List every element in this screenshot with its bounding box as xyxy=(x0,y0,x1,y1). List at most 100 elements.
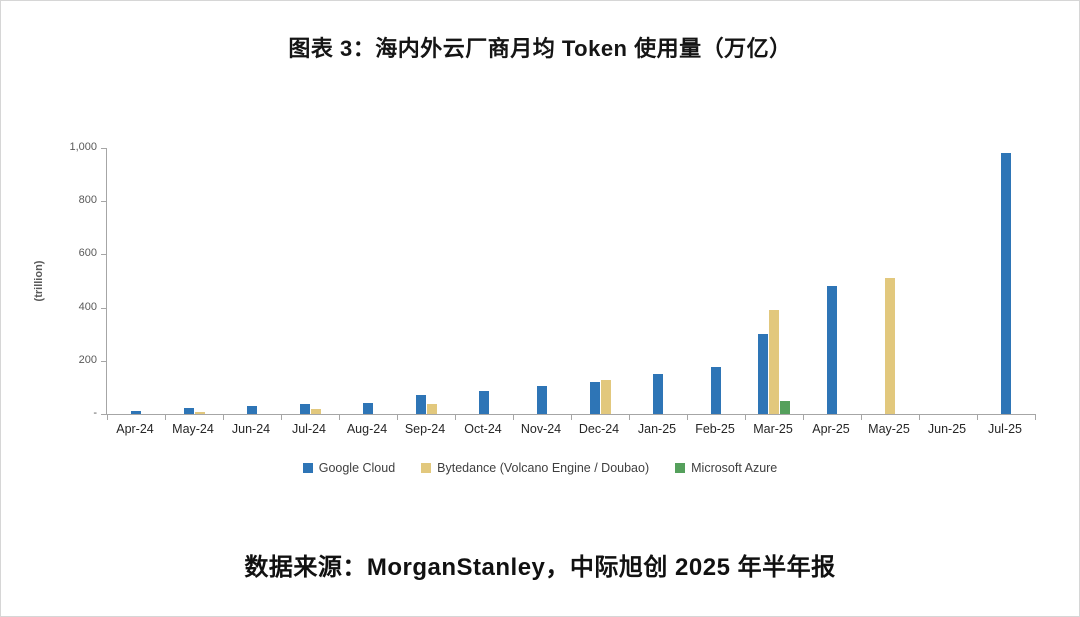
x-tick-label: Aug-24 xyxy=(346,422,388,436)
x-tick-label: Mar-25 xyxy=(753,422,793,436)
y-tick-mark xyxy=(101,307,107,309)
bar-group-sep-24 xyxy=(397,148,455,414)
bar-google-jul-24 xyxy=(299,403,310,414)
bar-bytedance-sep-24 xyxy=(426,403,437,414)
bar-bytedance-may-25 xyxy=(885,278,895,414)
bar-google-apr-25 xyxy=(827,286,837,414)
legend: Google Cloud Bytedance (Volcano Engine / … xyxy=(1,461,1079,475)
x-tick-mark xyxy=(455,414,456,420)
bar-google-feb-25 xyxy=(711,367,721,414)
bar-google-mar-25 xyxy=(758,334,768,414)
bar-bytedance-may-24 xyxy=(194,411,205,414)
y-tick-label: 600 xyxy=(78,247,97,260)
bar-group-jun-24 xyxy=(223,148,281,414)
legend-item-bytedance-volcano-engine-doubao: Bytedance (Volcano Engine / Doubao) xyxy=(421,461,649,475)
x-tick-label: Apr-25 xyxy=(812,422,850,436)
y-tick-mark xyxy=(101,148,107,149)
bar-bytedance-mar-25 xyxy=(769,310,779,414)
x-tick-label: Sep-24 xyxy=(404,422,446,436)
x-tick-mark xyxy=(223,414,224,420)
bar-google-may-24 xyxy=(183,408,194,414)
x-tick-mark xyxy=(977,414,978,420)
y-axis-ticks: - 200 400 600 800 1,000 xyxy=(1,141,97,419)
bar-group-nov-24 xyxy=(513,148,571,414)
legend-swatch-microsoft-azure xyxy=(675,463,686,473)
x-tick-mark xyxy=(281,414,282,420)
bar-google-jul-25 xyxy=(1001,153,1011,414)
x-tick-mark xyxy=(629,414,630,420)
x-tick-mark xyxy=(397,414,398,420)
bar-group-jun-25 xyxy=(919,148,977,414)
bar-group-feb-25 xyxy=(687,148,745,414)
bar-group-dec-24 xyxy=(571,148,629,414)
bar-group-mar-25 xyxy=(745,148,803,414)
x-tick-mark xyxy=(745,414,746,420)
bar-group-may-25 xyxy=(861,148,919,414)
x-tick-label: Jan-25 xyxy=(637,422,677,436)
bar-google-nov-24 xyxy=(537,386,547,414)
bar-bytedance-jul-24 xyxy=(310,409,321,414)
bar-google-dec-24 xyxy=(589,382,600,414)
x-axis-labels: Apr-24 May-24 Jun-24 Jul-24 Aug-24 Sep-24 Oct-… xyxy=(106,422,1034,436)
plot-area xyxy=(101,148,1036,420)
bar-google-aug-24 xyxy=(363,402,373,414)
bar-google-jun-24 xyxy=(247,406,257,414)
bar-google-sep-24 xyxy=(415,395,426,414)
x-tick-mark xyxy=(165,414,166,420)
x-tick-label: Apr-24 xyxy=(116,422,154,436)
x-tick-label: May-25 xyxy=(868,422,910,436)
bars-row xyxy=(107,148,1035,414)
bar-google-oct-24 xyxy=(479,391,489,414)
x-tick-label: Jul-24 xyxy=(291,422,327,436)
x-tick-mark xyxy=(919,414,920,420)
y-tick-mark xyxy=(101,254,107,256)
bar-group-may-24 xyxy=(165,148,223,414)
x-tick-label: Jun-24 xyxy=(231,422,271,436)
x-tick-mark xyxy=(339,414,340,420)
bar-google-apr-24 xyxy=(131,410,141,414)
y-tick-label: 800 xyxy=(78,194,97,207)
x-tick-mark xyxy=(571,414,572,420)
x-tick-label: Nov-24 xyxy=(520,422,562,436)
bar-group-jan-25 xyxy=(629,148,687,414)
x-tick-label: May-24 xyxy=(172,422,214,436)
bar-bytedance-dec-24 xyxy=(600,379,611,414)
bar-group-aug-24 xyxy=(339,148,397,414)
x-tick-mark xyxy=(861,414,862,420)
chart-title: 图表 3：海内外云厂商月均 Token 使用量（万亿） xyxy=(288,36,792,61)
x-tick-mark xyxy=(1035,414,1036,420)
x-tick-label: Dec-24 xyxy=(578,422,620,436)
legend-item-microsoft-azure: Microsoft Azure xyxy=(675,461,777,475)
x-tick-mark xyxy=(687,414,688,420)
x-tick-label: Jul-25 xyxy=(987,422,1023,436)
y-tick-mark xyxy=(101,414,107,415)
legend-label: Bytedance (Volcano Engine / Doubao) xyxy=(437,461,650,475)
y-tick-label: 400 xyxy=(78,300,97,313)
bar-google-jan-25 xyxy=(653,374,663,414)
y-tick-label: 200 xyxy=(78,353,97,366)
bar-group-jul-25 xyxy=(977,148,1035,414)
y-tick-label: - xyxy=(93,407,97,419)
bar-group-jul-24 xyxy=(281,148,339,414)
legend-swatch-bytedance-volcano-engine-doubao xyxy=(421,463,432,473)
legend-swatch-google-cloud xyxy=(302,463,313,473)
x-tick-label: Jun-25 xyxy=(927,422,967,436)
x-tick-mark xyxy=(107,414,108,420)
y-tick-mark xyxy=(101,201,107,203)
bar-microsoft-mar-25 xyxy=(780,401,790,414)
x-tick-label: Feb-25 xyxy=(695,422,735,436)
x-tick-mark xyxy=(803,414,804,420)
source-text: 数据来源：MorganStanley，中际旭创 2025 年半年报 xyxy=(244,554,836,581)
legend-label: Google Cloud xyxy=(318,461,396,475)
legend-label: Microsoft Azure xyxy=(691,461,778,475)
y-tick-mark xyxy=(101,360,107,362)
y-tick-label: 1,000 xyxy=(69,141,97,153)
bar-group-oct-24 xyxy=(455,148,513,414)
x-tick-mark xyxy=(513,414,514,420)
legend-item-google-cloud: Google Cloud xyxy=(302,461,396,475)
bar-group-apr-24 xyxy=(107,148,165,414)
bar-group-apr-25 xyxy=(803,148,861,414)
x-tick-label: Oct-24 xyxy=(464,422,502,436)
